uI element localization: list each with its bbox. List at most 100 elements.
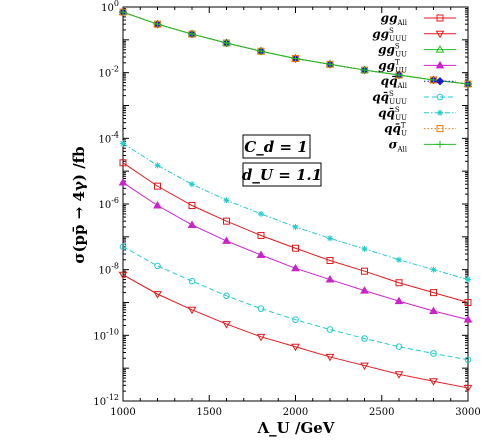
data-point	[189, 181, 195, 188]
legend-label: ggS UU	[378, 43, 407, 59]
series-1	[118, 271, 473, 393]
y-tick-label: 10-10	[93, 327, 119, 342]
series-2	[118, 7, 473, 88]
data-point	[120, 140, 126, 147]
annotation-du-text: d_U = 1.1	[242, 166, 322, 184]
series-6	[120, 140, 471, 283]
legend-entry: ggS UUU	[372, 27, 456, 43]
data-point	[430, 266, 437, 273]
annotation-cd-text: C_d = 1	[244, 138, 307, 156]
data-point	[154, 182, 161, 190]
data-point	[360, 286, 369, 294]
data-point	[257, 231, 265, 239]
data-point	[153, 291, 162, 299]
legend-swatch-marker	[435, 30, 445, 39]
data-point	[154, 262, 161, 270]
data-point	[188, 30, 196, 38]
plot-frame	[122, 6, 469, 402]
legend-swatch-marker	[437, 109, 443, 116]
data-point	[395, 343, 403, 351]
data-point	[223, 197, 230, 204]
legend-entry: qq̄S UUU	[372, 90, 456, 106]
data-point	[154, 162, 161, 169]
data-point	[292, 223, 299, 230]
data-point	[463, 384, 473, 393]
data-point	[118, 178, 128, 186]
data-point	[361, 245, 368, 252]
legend-entry: qq̄S UU	[378, 106, 456, 122]
data-point	[292, 244, 299, 252]
legend-entry: ggT UU	[378, 58, 456, 74]
legend-label: ggT UU	[378, 58, 407, 74]
y-tick-label: 10-12	[93, 393, 119, 408]
legend-swatch-marker	[436, 93, 444, 101]
data-point	[395, 279, 403, 287]
data-point	[361, 335, 368, 342]
data-point	[464, 356, 472, 364]
data-point	[429, 306, 438, 315]
x-axis-label: Λ_U /GeV	[257, 419, 335, 437]
data-point	[153, 201, 162, 209]
data-point	[258, 210, 264, 217]
x-tick-label: 1500	[197, 407, 222, 418]
legend-label: ggAll	[381, 11, 408, 27]
series-5	[119, 243, 472, 364]
data-point	[188, 202, 196, 210]
data-point	[118, 271, 128, 280]
legend-entry: qq̄T U	[384, 122, 456, 138]
x-tick-label: 2500	[369, 407, 394, 418]
legend-swatch-marker	[436, 14, 444, 22]
legend-entry: ggAll	[381, 11, 456, 27]
data-point	[291, 263, 300, 272]
data-point	[187, 220, 197, 228]
data-point	[429, 378, 438, 386]
y-tick-label: 10-4	[98, 130, 119, 145]
data-point	[292, 316, 299, 323]
series-line	[122, 11, 469, 85]
data-point	[430, 350, 437, 357]
data-point	[119, 159, 127, 167]
y-tick-label: 10-2	[98, 65, 119, 80]
data-point	[430, 76, 437, 84]
data-point	[326, 257, 334, 265]
series-line	[122, 274, 469, 389]
data-point	[326, 60, 334, 68]
data-point	[119, 8, 127, 16]
data-point	[394, 296, 404, 305]
data-point	[256, 250, 266, 258]
annotation-du: d_U = 1.1	[242, 162, 322, 187]
data-point	[464, 80, 472, 88]
series-line	[122, 162, 469, 303]
data-point	[119, 243, 127, 251]
data-point	[187, 306, 197, 315]
y-axis-label: σ(pp̄ → 4γ) /fb	[70, 146, 88, 263]
data-point	[394, 371, 404, 379]
series-line	[122, 11, 469, 85]
legend-label: qq̄S UU	[378, 106, 407, 122]
x-tick-label: 1000	[110, 407, 135, 418]
data-point	[361, 66, 368, 74]
x-tick-labels: 1000 1500 2000 2500 3000	[110, 407, 480, 418]
legend-swatch-marker	[436, 125, 444, 133]
legend-entry: qq̄All	[381, 74, 456, 90]
data-point	[361, 267, 368, 275]
data-point	[360, 362, 369, 371]
data-point	[326, 326, 334, 333]
series-3	[118, 178, 473, 323]
legend-swatch-marker	[435, 45, 445, 53]
data-point	[463, 315, 473, 323]
series-layer	[118, 7, 473, 393]
data-point	[325, 275, 335, 283]
y-tick-label: 100	[101, 0, 119, 14]
legend-label: ggS UUU	[372, 27, 407, 43]
data-point	[325, 353, 335, 362]
data-point	[464, 299, 472, 306]
legend-swatch-marker	[435, 76, 445, 86]
series-8	[119, 8, 472, 88]
data-point	[222, 236, 231, 244]
data-point	[257, 305, 265, 312]
legend-label: qq̄T U	[384, 122, 407, 138]
legend-swatch-marker	[436, 140, 444, 148]
data-point	[188, 277, 196, 285]
